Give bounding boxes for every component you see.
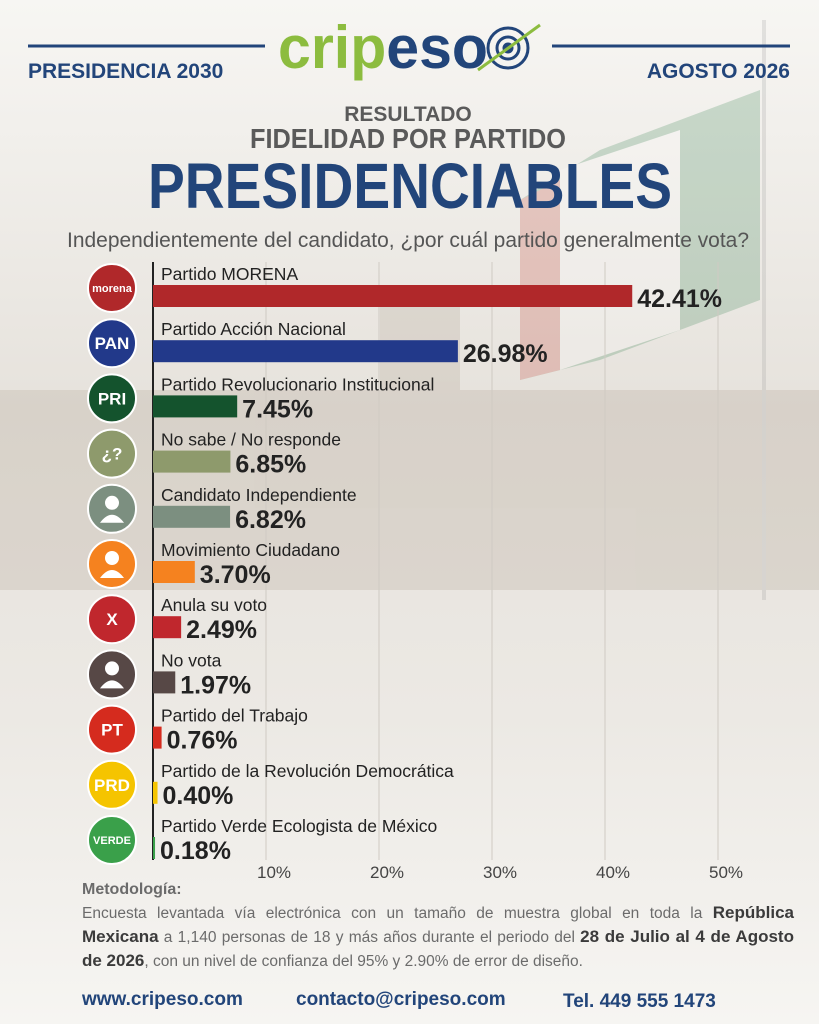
party-icon-label: PRD: [94, 776, 130, 795]
bar: [153, 837, 156, 859]
party-icon: [87, 704, 137, 755]
category-label: Partido MORENA: [161, 264, 298, 284]
bar: [153, 781, 158, 804]
party-icon: [87, 759, 137, 810]
chart-title: PRESIDENCIABLES: [148, 150, 672, 222]
category-label: Partido de la Revolución Democrática: [161, 761, 454, 781]
kicker: RESULTADO: [344, 103, 472, 126]
value-label: 42.41%: [637, 285, 722, 313]
methodology-text: a 1,140 personas de 18 y más años durant…: [158, 929, 581, 946]
category-label: Anula su voto: [161, 595, 267, 615]
icon-glyph: [105, 661, 119, 676]
icon-glyph: [105, 551, 119, 565]
bar: [153, 561, 195, 583]
category-label: No vota: [161, 650, 222, 670]
header-left: PRESIDENCIA 2030: [28, 60, 223, 83]
category-label: Partido del Trabajo: [161, 706, 308, 726]
bar: [153, 671, 176, 694]
footer-email: contacto@cripeso.com: [296, 989, 506, 1010]
subtitle: FIDELIDAD POR PARTIDO: [250, 123, 566, 154]
party-icon: [87, 263, 137, 313]
party-icon: [87, 815, 137, 865]
value-label: 3.70%: [200, 561, 271, 589]
methodology-text: , con un nivel de confianza del 95% y 2.…: [144, 953, 583, 970]
party-icon: [87, 318, 137, 369]
value-label: 26.98%: [463, 340, 548, 368]
category-label: Movimiento Ciudadano: [161, 540, 340, 560]
x-tick-label: 20%: [370, 863, 404, 882]
category-label: Partido Acción Nacional: [161, 319, 346, 339]
party-icon-label: ¿?: [102, 445, 123, 464]
value-label: 2.49%: [186, 616, 257, 644]
category-label: Candidato Independiente: [161, 485, 357, 505]
party-icon-label: VERDE: [93, 835, 131, 847]
icon-glyph: [105, 495, 119, 510]
icon-glyph: [100, 514, 124, 523]
bar: [153, 450, 231, 473]
icon-glyph: [100, 680, 124, 689]
x-tick-label: 10%: [257, 863, 291, 882]
party-icon: [87, 373, 137, 424]
methodology-text: República Mexicana: [82, 903, 794, 946]
party-icon-label: PT: [101, 721, 123, 740]
value-label: 7.45%: [242, 395, 313, 423]
logo-target: [477, 23, 541, 72]
category-label: Partido Verde Ecologista de México: [161, 816, 437, 836]
category-label: Partido Revolucionario Institucional: [161, 374, 434, 394]
bar: [153, 285, 633, 307]
footer-web: www.cripeso.com: [81, 989, 243, 1010]
x-tick-label: 40%: [596, 863, 630, 882]
party-icon-label: morena: [92, 283, 133, 295]
methodology-body: Encuesta levantada vía electrónica con u…: [82, 901, 794, 973]
bar: [153, 340, 458, 363]
question: Independientemente del candidato, ¿por c…: [67, 229, 749, 252]
value-label: 6.85%: [235, 451, 306, 479]
bar: [153, 395, 238, 418]
logo: cripeso: [278, 14, 488, 81]
value-label: 1.97%: [180, 671, 251, 699]
value-label: 0.40%: [163, 782, 234, 810]
party-icon: [87, 428, 137, 479]
party-icon-label: PAN: [95, 334, 130, 353]
value-label: 6.82%: [235, 506, 306, 534]
methodology-heading: Metodología:: [82, 881, 182, 898]
bar: [153, 505, 231, 528]
bar: [153, 616, 182, 639]
party-icon-label: PRI: [98, 389, 126, 408]
bar: [153, 726, 162, 749]
methodology-text: Encuesta levantada vía electrónica con u…: [82, 905, 713, 922]
category-label: No sabe / No responde: [161, 430, 341, 450]
x-tick-label: 30%: [483, 863, 517, 882]
x-tick-label: 50%: [709, 863, 743, 882]
methodology: Metodología: Encuesta levantada vía elec…: [82, 878, 794, 973]
party-icon-label: X: [106, 610, 118, 629]
methodology-text: 28 de Julio al 4 de Agosto de 2026: [82, 927, 794, 970]
header-right: AGOSTO 2026: [647, 60, 790, 83]
value-label: 0.18%: [160, 837, 231, 865]
footer-phone: Tel. 449 555 1473: [563, 991, 716, 1012]
party-icon: [87, 594, 137, 645]
value-label: 0.76%: [167, 727, 238, 755]
icon-glyph: [100, 570, 124, 578]
